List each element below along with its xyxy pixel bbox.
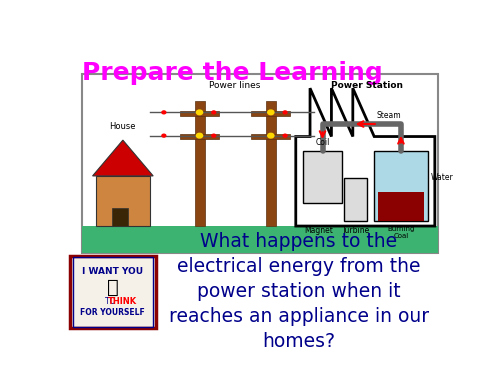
Bar bbox=[194, 101, 204, 226]
Text: Power lines: Power lines bbox=[210, 81, 261, 90]
Text: THINK: THINK bbox=[108, 297, 137, 306]
Polygon shape bbox=[92, 140, 153, 176]
Text: Steam: Steam bbox=[376, 111, 401, 120]
Text: FOR YOURSELF: FOR YOURSELF bbox=[80, 308, 145, 316]
Bar bbox=[70, 256, 156, 328]
Bar bbox=[180, 111, 219, 116]
Text: 🎩: 🎩 bbox=[107, 278, 119, 297]
Text: Burning
Coal: Burning Coal bbox=[388, 226, 414, 239]
Circle shape bbox=[196, 134, 202, 138]
Circle shape bbox=[268, 134, 274, 138]
Bar bbox=[378, 192, 424, 220]
Text: Magnet: Magnet bbox=[304, 226, 334, 235]
Bar bbox=[251, 111, 290, 116]
Text: House: House bbox=[110, 122, 136, 131]
Bar bbox=[180, 134, 219, 139]
Text: Water: Water bbox=[431, 173, 454, 182]
Bar bbox=[96, 176, 150, 226]
Circle shape bbox=[268, 110, 274, 115]
Circle shape bbox=[283, 111, 287, 114]
Circle shape bbox=[162, 111, 166, 114]
Bar bbox=[72, 257, 153, 327]
Text: Power Station: Power Station bbox=[331, 81, 403, 90]
Text: Turbine: Turbine bbox=[342, 226, 370, 235]
Text: I WANT YOU: I WANT YOU bbox=[82, 267, 144, 276]
Circle shape bbox=[212, 111, 216, 114]
Text: What happens to the
electrical energy from the
power station when it
reaches an : What happens to the electrical energy fr… bbox=[169, 232, 429, 351]
Circle shape bbox=[212, 134, 216, 137]
Bar bbox=[112, 208, 128, 226]
Circle shape bbox=[283, 134, 287, 137]
Bar bbox=[344, 178, 367, 220]
Bar bbox=[82, 74, 438, 253]
Bar bbox=[251, 134, 290, 139]
Bar bbox=[266, 101, 276, 226]
Circle shape bbox=[196, 110, 202, 115]
Bar bbox=[82, 226, 438, 253]
Bar bbox=[303, 151, 342, 203]
Polygon shape bbox=[296, 88, 435, 226]
Circle shape bbox=[162, 134, 166, 137]
Text: TO: TO bbox=[105, 297, 120, 306]
Text: Coil: Coil bbox=[316, 138, 330, 147]
Text: Prepare the Learning: Prepare the Learning bbox=[82, 61, 382, 85]
Bar bbox=[374, 151, 428, 220]
